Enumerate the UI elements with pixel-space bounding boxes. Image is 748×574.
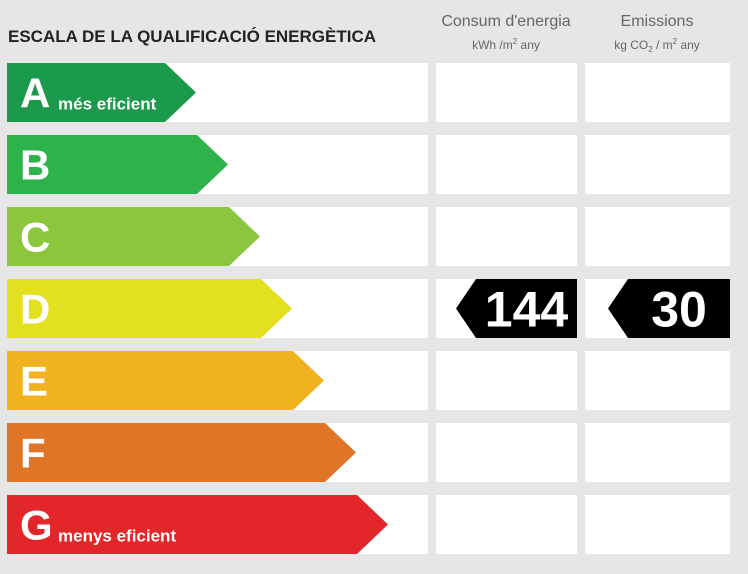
rating-letter: F (20, 430, 46, 477)
rating-arrow (7, 135, 228, 194)
unit-part: kWh /m (472, 38, 513, 52)
rating-letter: E (20, 358, 48, 405)
value-cell (436, 351, 577, 410)
value-cell (436, 495, 577, 554)
value-cell (585, 495, 730, 554)
rating-arrow (7, 63, 196, 122)
value-indicator (608, 279, 730, 338)
column-unit: kg CO2 / m2 any (614, 37, 700, 54)
value-indicator (456, 279, 577, 338)
value-cell (436, 207, 577, 266)
unit-part: 2 (673, 37, 678, 46)
rating-label: més eficient (58, 95, 157, 114)
unit-part: kg CO (614, 38, 648, 52)
value-cell (585, 207, 730, 266)
rating-label: menys eficient (58, 527, 176, 546)
unit-part: 2 (513, 37, 518, 46)
rating-letter: C (20, 214, 50, 261)
value-cell (585, 135, 730, 194)
rating-letter: G (20, 502, 53, 549)
title: ESCALA DE LA QUALIFICACIÓ ENERGÈTICA (8, 27, 376, 46)
rating-letter: B (20, 142, 50, 189)
rating-arrow (7, 351, 324, 410)
value-cell (436, 135, 577, 194)
value-cell (585, 423, 730, 482)
value-cell (436, 63, 577, 122)
rating-letter: A (20, 70, 50, 117)
unit-part: 2 (648, 45, 653, 54)
value-number: 144 (485, 282, 569, 338)
value-cell (585, 351, 730, 410)
rating-arrow (7, 207, 260, 266)
column-title: Consum d'energia (441, 13, 570, 30)
rating-arrow (7, 495, 388, 554)
rating-arrow (7, 423, 356, 482)
column-title: Emissions (621, 13, 694, 30)
unit-part: any (517, 38, 540, 52)
value-number: 30 (651, 282, 707, 338)
rating-arrow (7, 279, 292, 338)
column-unit: kWh /m2 any (472, 37, 540, 52)
rating-letter: D (20, 286, 50, 333)
unit-part: / m (653, 38, 673, 52)
value-cell (436, 423, 577, 482)
value-cell (585, 63, 730, 122)
unit-part: any (677, 38, 700, 52)
